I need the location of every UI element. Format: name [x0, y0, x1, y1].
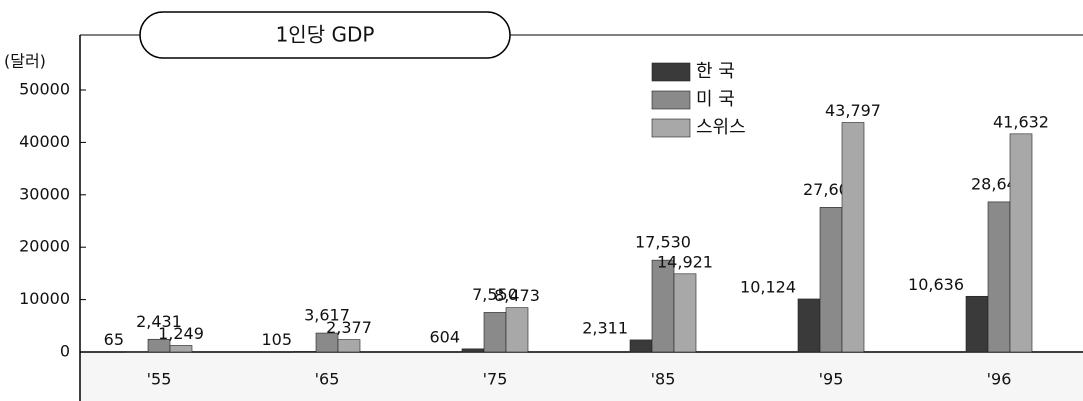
- x-tick-label: '55: [147, 370, 172, 389]
- value-label: 8,473: [494, 286, 540, 305]
- y-axis-label: (달러): [4, 52, 46, 71]
- bar: [987, 201, 1011, 353]
- y-tick-label: 50000: [19, 80, 70, 99]
- legend-swatch: [651, 62, 691, 82]
- value-label: 65: [104, 330, 124, 349]
- value-label: 7,550: [472, 285, 518, 304]
- value-label: 10,636: [908, 275, 964, 294]
- value-label: 43,797: [825, 101, 881, 120]
- bar: [841, 122, 865, 353]
- bar: [797, 298, 821, 353]
- y-tick-label: 30000: [19, 184, 70, 203]
- bar: [1009, 133, 1033, 353]
- x-tick-label: '96: [987, 370, 1012, 389]
- value-label: 17,530: [635, 233, 691, 252]
- bar: [293, 351, 317, 353]
- value-label: 604: [429, 327, 460, 346]
- value-label: 41,632: [993, 112, 1049, 131]
- value-label: 3,617: [304, 306, 350, 325]
- x-tick-label: '75: [483, 370, 508, 389]
- value-label: 1,249: [158, 324, 204, 343]
- value-label: 10,124: [740, 277, 796, 296]
- bar: [483, 312, 507, 353]
- bar: [651, 259, 675, 353]
- bar: [461, 348, 485, 353]
- bottom-band: [80, 352, 1083, 401]
- value-label: 105: [261, 330, 292, 349]
- bar: [819, 207, 843, 353]
- value-label: 2,377: [326, 318, 372, 337]
- bar: [337, 339, 361, 353]
- x-tick-label: '95: [819, 370, 844, 389]
- value-label: 2,431: [136, 312, 182, 331]
- bar: [505, 307, 529, 353]
- y-tick-label: 10000: [19, 289, 70, 308]
- legend-label: 스위스: [696, 117, 746, 138]
- x-tick-label: '85: [651, 370, 676, 389]
- y-tick-label: 0: [60, 342, 70, 361]
- chart-title: 1인당 GDP: [276, 23, 375, 47]
- value-label: 2,311: [582, 318, 628, 337]
- x-tick-label: '65: [315, 370, 340, 389]
- legend-swatch: [651, 118, 691, 138]
- bar: [965, 295, 989, 353]
- value-label: 14,921: [657, 252, 713, 271]
- y-tick-label: 40000: [19, 132, 70, 151]
- bar: [629, 339, 653, 353]
- legend-label: 한 국: [696, 61, 735, 82]
- bar: [673, 273, 697, 353]
- legend-swatch: [651, 90, 691, 110]
- title-box: [139, 11, 511, 59]
- legend-label: 미 국: [696, 89, 735, 110]
- y-tick-label: 20000: [19, 237, 70, 256]
- bar: [169, 345, 193, 353]
